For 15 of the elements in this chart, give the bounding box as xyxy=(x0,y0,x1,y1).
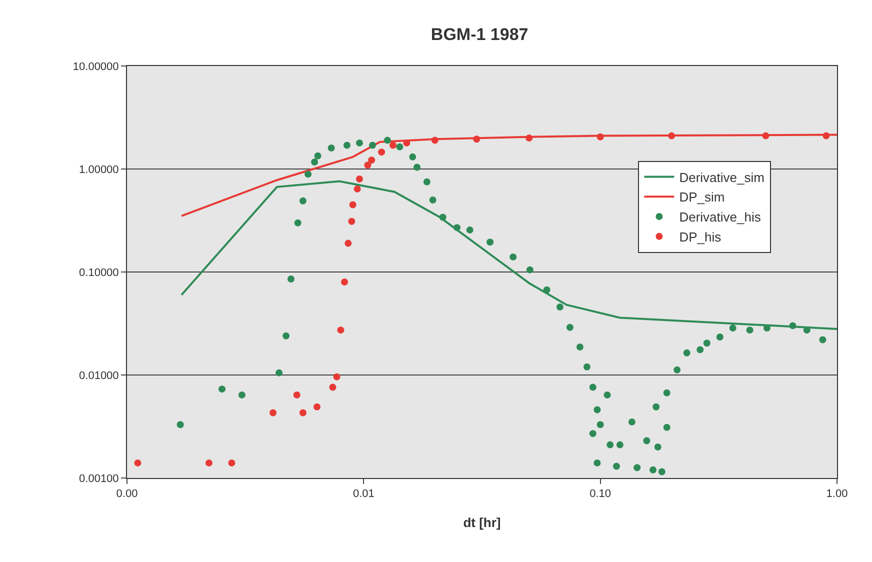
x-tick-label: 0.01 xyxy=(352,488,374,500)
y-tick-label: 0.10000 xyxy=(79,266,119,279)
y-tick-label: 10.00000 xyxy=(72,60,119,73)
y-tick-label: 0.00100 xyxy=(79,472,119,485)
x-axis-title: dt [hr] xyxy=(463,515,501,530)
x-tick-label: 0.10 xyxy=(590,488,612,500)
y-tick-label: 0.01000 xyxy=(79,370,119,382)
legend-label: Derivative_his xyxy=(679,210,762,225)
legend-label: DP_sim xyxy=(679,190,725,205)
x-tick-label: 0.00 xyxy=(116,488,138,500)
y-tick-label: 1.00000 xyxy=(79,164,119,176)
chart-title: BGM-1 1987 xyxy=(430,25,528,44)
x-tick-label: 1.00 xyxy=(826,488,848,500)
legend-label: DP_his xyxy=(679,229,722,244)
legend-label: Derivative_sim xyxy=(679,170,764,185)
